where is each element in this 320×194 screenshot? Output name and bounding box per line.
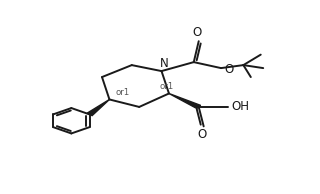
Text: O: O xyxy=(225,63,234,76)
Text: O: O xyxy=(193,26,202,39)
Text: N: N xyxy=(160,57,169,70)
Text: O: O xyxy=(198,128,207,141)
Polygon shape xyxy=(169,94,201,108)
Polygon shape xyxy=(87,100,109,116)
Text: or1: or1 xyxy=(116,88,130,97)
Text: or1: or1 xyxy=(159,82,173,91)
Text: OH: OH xyxy=(231,100,249,113)
